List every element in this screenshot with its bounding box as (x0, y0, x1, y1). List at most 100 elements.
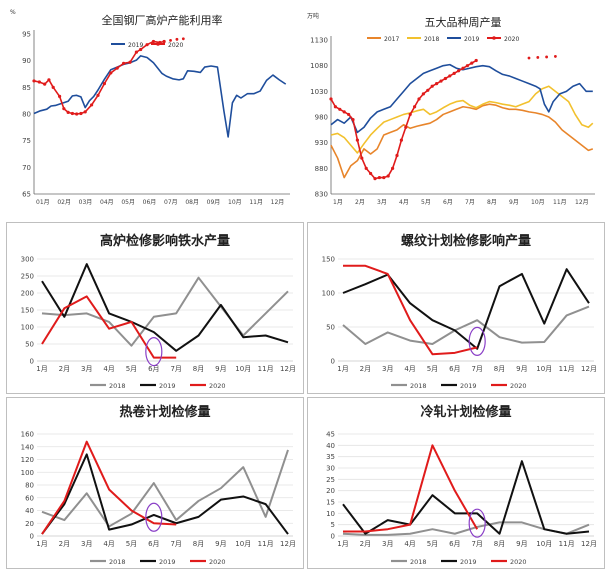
series-marker (90, 103, 94, 107)
series-marker (413, 105, 417, 109)
x-tick-label: 8月 (487, 199, 497, 206)
x-tick-label: 6月 (148, 365, 159, 373)
x-tick-label: 10月 (235, 540, 251, 548)
series-marker (386, 174, 390, 178)
legend-label: 2020 (510, 382, 527, 390)
x-tick-label: 5月 (427, 365, 438, 373)
x-tick-label: 4月 (103, 365, 114, 373)
y-tick-label: 1030 (310, 88, 328, 96)
legend-label: 2020 (209, 558, 226, 566)
legend-label: 2019 (460, 558, 477, 566)
x-tick-label: 11月 (553, 199, 567, 206)
highlight-ellipse (468, 326, 486, 357)
legend-label: 2017 (384, 36, 399, 43)
y-tick-label: 80 (22, 111, 31, 119)
legend-label: 2019 (159, 558, 176, 566)
chart-rebar-maintenance: 螺纹计划检修影响产量 0 50 100 150 1月 2月 3月 4月 5月 6月 7月 8月 9月 10月… (307, 222, 605, 394)
y-tick-label: 0 (331, 533, 335, 541)
x-tick-label: 5月 (421, 199, 431, 206)
series-line-2020 (41, 440, 177, 535)
x-tick-label: 7月 (471, 365, 482, 373)
series-marker (151, 39, 156, 44)
legend-marker (156, 42, 160, 46)
series-dot (545, 55, 548, 59)
y-tick-label: 100 (322, 290, 335, 298)
chart-svg: 高炉检修影响铁水产量 0 50 100 150 200 250 300 1月 2月 3月 4月 5月 6月… (21, 233, 296, 390)
highlight-ellipse (468, 508, 486, 538)
y-tick-label: 100 (21, 469, 34, 477)
y-tick-label: 0 (331, 358, 335, 366)
chart-svg: 冷轧计划检修量 0 5 10 15 20 25 30 35 40 45 1月 2月 3月 4月 5月 6月 7月 8… (326, 404, 597, 566)
x-tick-label: 2月 (355, 199, 365, 206)
legend-label: 2019 (159, 382, 176, 390)
series-marker (122, 61, 126, 65)
x-tick-label: 12月 (575, 199, 589, 206)
legend-label: 2018 (109, 382, 126, 390)
series-marker (37, 80, 41, 84)
y-tick-label: 20 (326, 487, 335, 495)
chart-hot-rolled-maintenance: 热卷计划检修量 0 20 40 60 80 100 120 140 160 1月 2月 3月 4月 5月 6月… (6, 397, 304, 569)
y-tick-label: 150 (21, 307, 34, 315)
series-marker (373, 177, 377, 181)
chart-title: 螺纹计划检修影响产量 (401, 233, 531, 249)
series-line-2020 (343, 444, 479, 533)
legend-label: 2018 (410, 558, 427, 566)
x-tick-label: 10月 (536, 365, 552, 373)
y-tick-label: 50 (25, 341, 34, 349)
y-tick-label: 5 (331, 521, 335, 529)
series-marker (75, 112, 79, 116)
y-tick-label: 45 (326, 431, 335, 439)
series-marker (32, 79, 36, 83)
x-tick-label: 12月 (280, 365, 296, 373)
x-tick-label: 08月 (185, 199, 199, 206)
series-marker (128, 60, 132, 64)
series-line-2018 (41, 449, 289, 528)
x-tick-label: 9月 (516, 540, 527, 548)
series-marker (377, 175, 381, 180)
x-tick-label: 6月 (449, 365, 460, 373)
x-tick-label: 8月 (494, 365, 505, 373)
x-tick-label: 4月 (404, 540, 415, 548)
y-tick-label: 80 (25, 482, 34, 490)
y-tick-label: 90 (22, 57, 31, 65)
series-dot (175, 37, 179, 41)
chart-svg: 五大品种周产量 万吨 830 880 930 980 1030 1080 1130 1月 2月 3月 4… (307, 12, 595, 206)
x-tick-label: 9月 (215, 365, 226, 373)
x-tick-label: 6月 (443, 199, 453, 206)
series-marker (355, 138, 359, 142)
y-tick-label: 100 (21, 324, 34, 332)
x-tick-label: 7月 (465, 199, 475, 206)
chart-title: 热卷计划检修量 (119, 404, 210, 420)
x-tick-label: 4月 (404, 365, 415, 373)
x-tick-label: 1月 (337, 540, 348, 548)
series-marker (382, 175, 386, 180)
series-line-2019 (41, 263, 289, 352)
series-marker (404, 125, 408, 129)
y-tick-label: 880 (315, 165, 328, 173)
y-tick-label: 20 (25, 520, 34, 528)
chart-title: 全国钢厂高炉产能利用率 (102, 13, 223, 27)
x-tick-label: 1月 (36, 540, 47, 548)
x-tick-label: 2月 (59, 540, 70, 548)
series-marker (417, 97, 421, 101)
x-tick-label: 12月 (581, 365, 597, 373)
x-tick-label: 5月 (427, 540, 438, 548)
series-marker (443, 76, 447, 81)
series-line-2019 (33, 55, 287, 138)
series-marker (115, 66, 119, 70)
x-tick-label: 12月 (280, 540, 296, 548)
series-dot (162, 40, 166, 43)
series-marker (426, 88, 430, 92)
y-tick-label: 35 (326, 453, 335, 461)
x-tick-label: 3月 (377, 199, 387, 206)
series-marker (421, 92, 425, 96)
unit-label: 万吨 (307, 12, 319, 20)
x-tick-label: 7月 (471, 540, 482, 548)
highlight-ellipse (145, 502, 163, 532)
x-tick-label: 10月 (228, 199, 242, 206)
legend-label: 2020 (209, 382, 226, 390)
y-tick-label: 95 (22, 31, 31, 39)
series-marker (338, 107, 342, 111)
series-marker (70, 111, 74, 116)
series-marker (364, 166, 368, 170)
